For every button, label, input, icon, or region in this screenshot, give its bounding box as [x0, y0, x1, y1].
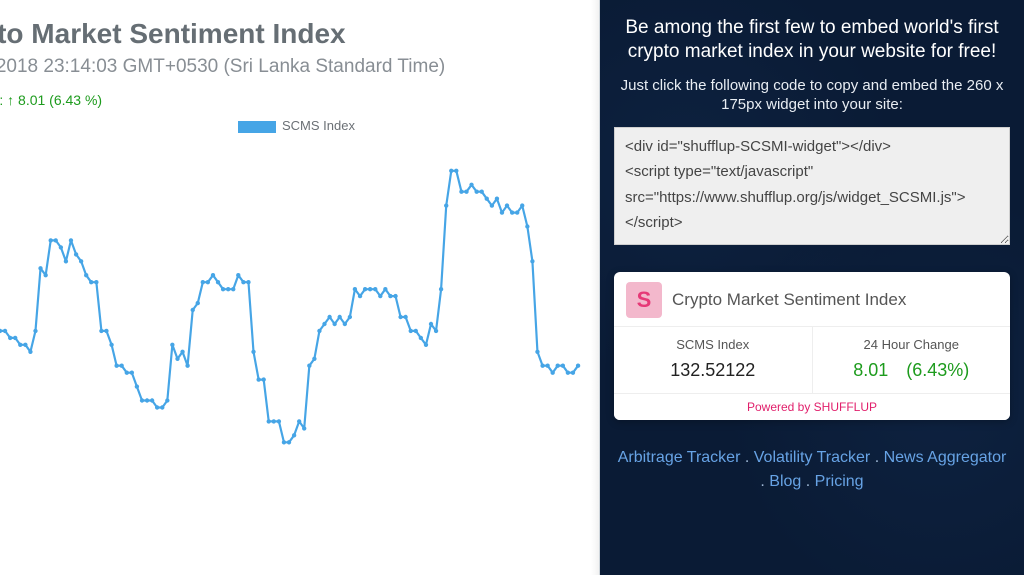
- widget-title: Crypto Market Sentiment Index: [672, 290, 906, 310]
- stat-change-pct: (6.43%): [906, 360, 969, 380]
- promo-headline: Be among the first few to embed world's …: [614, 16, 1010, 64]
- widget-stats: SCMS Index 132.52122 24 Hour Change 8.01…: [614, 326, 1010, 393]
- link-news-aggregator[interactable]: News Aggregator: [884, 449, 1007, 466]
- embed-code-box[interactable]: [614, 127, 1010, 245]
- stat-change-label: 24 Hour Change: [821, 337, 1003, 352]
- promo-subtext: Just click the following code to copy an…: [614, 76, 1010, 115]
- stat-change: 24 Hour Change 8.01 (6.43%): [812, 327, 1011, 393]
- stat-change-num: 8.01: [853, 360, 888, 380]
- change-summary: nge: ↑ 8.01 (6.43 %): [0, 92, 593, 108]
- widget-powered-by: Powered by SHUFFLUP: [614, 393, 1010, 420]
- arrow-up-icon: ↑: [7, 92, 14, 108]
- link-pricing[interactable]: Pricing: [815, 473, 864, 490]
- chart-timestamp: 9 2018 23:14:03 GMT+0530 (Sri Lanka Stan…: [0, 56, 593, 78]
- stat-index-value: 132.52122: [622, 360, 804, 381]
- chart-legend: SCMS Index: [0, 118, 593, 133]
- widget-logo-icon: S: [626, 282, 662, 318]
- line-chart[interactable]: [0, 137, 593, 497]
- stat-index-label: SCMS Index: [622, 337, 804, 352]
- footer-links: Arbitrage Tracker . Volatility Tracker .…: [614, 446, 1010, 494]
- chart-panel: pto Market Sentiment Index 9 2018 23:14:…: [0, 0, 600, 575]
- link-arbitrage-tracker[interactable]: Arbitrage Tracker: [618, 449, 741, 466]
- link-blog[interactable]: Blog: [769, 473, 801, 490]
- promo-panel: Be among the first few to embed world's …: [600, 0, 1024, 575]
- link-volatility-tracker[interactable]: Volatility Tracker: [754, 449, 870, 466]
- widget-preview-card: S Crypto Market Sentiment Index SCMS Ind…: [614, 272, 1010, 420]
- widget-header: S Crypto Market Sentiment Index: [614, 272, 1010, 326]
- legend-label: SCMS Index: [282, 118, 355, 133]
- stat-change-value: 8.01 (6.43%): [821, 360, 1003, 381]
- page-title: pto Market Sentiment Index: [0, 18, 593, 50]
- change-value: 8.01 (6.43 %): [18, 92, 102, 108]
- stat-index: SCMS Index 132.52122: [614, 327, 812, 393]
- legend-swatch: [238, 121, 276, 133]
